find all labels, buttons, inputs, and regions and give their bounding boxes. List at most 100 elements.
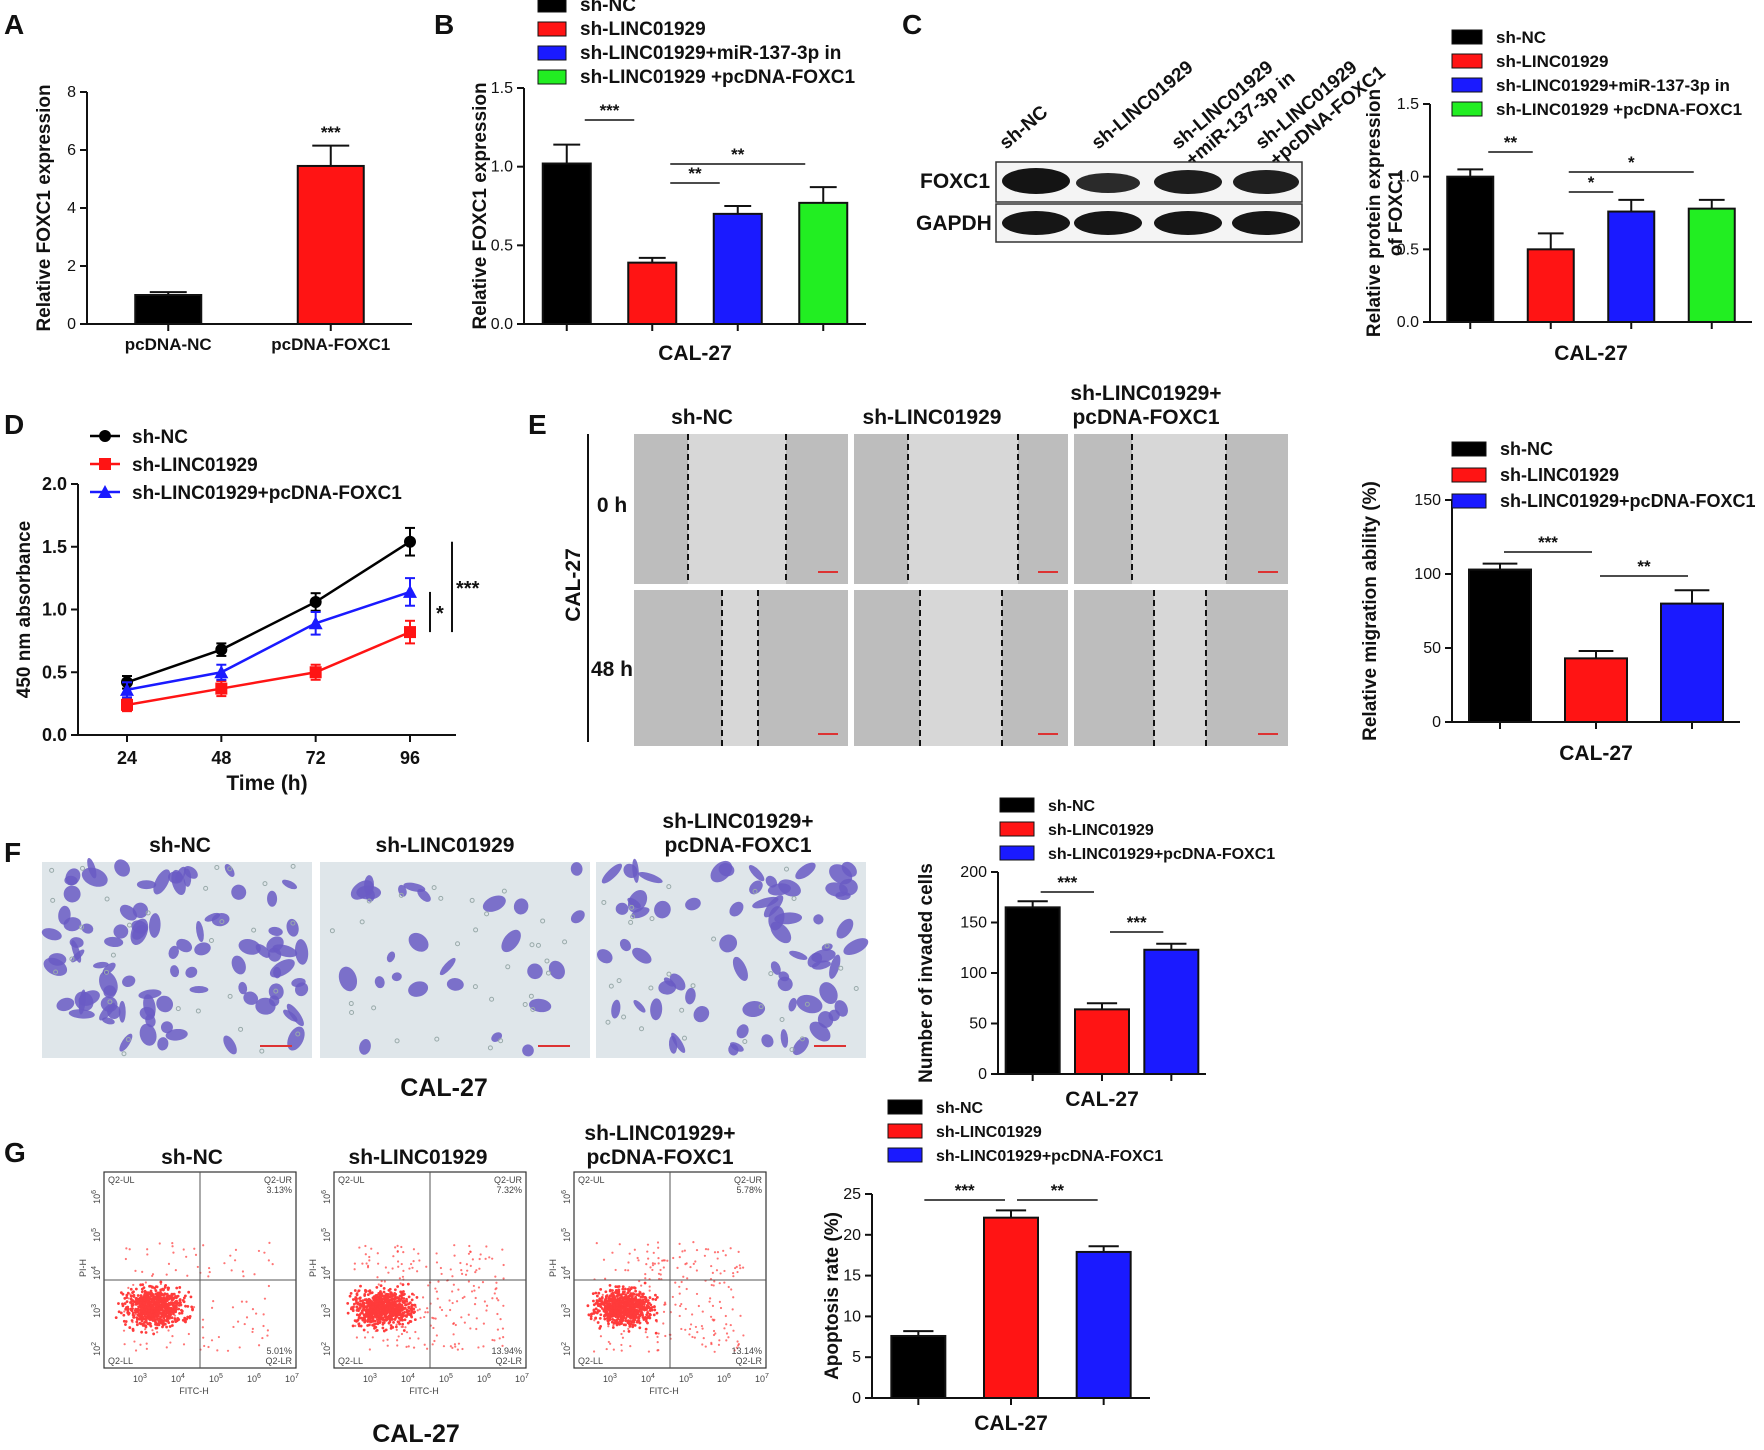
flow-event	[397, 1316, 401, 1320]
invaded-cell	[148, 913, 161, 938]
membrane-pore	[562, 939, 568, 945]
flow-event	[168, 1311, 171, 1314]
flow-event	[175, 1305, 178, 1309]
flow-event	[457, 1342, 461, 1345]
flow-event	[451, 1290, 454, 1293]
x-axis-label: Time (h)	[226, 772, 307, 795]
flow-event	[609, 1305, 613, 1309]
y-axis-label: Relative migration ability (%)	[1360, 481, 1381, 741]
flow-event	[656, 1349, 659, 1352]
flow-event	[612, 1301, 615, 1304]
flow-event	[142, 1301, 146, 1305]
flow-event	[152, 1332, 156, 1336]
flow-event	[125, 1247, 128, 1250]
flow-event	[146, 1297, 150, 1301]
flow-event	[126, 1305, 130, 1309]
legend-swatch	[999, 797, 1035, 813]
y-tick-label: 15	[843, 1268, 861, 1285]
significance-label: **	[1637, 557, 1651, 576]
panel-letter-b: B	[434, 9, 454, 40]
flow-event	[129, 1293, 132, 1296]
flow-event	[167, 1286, 170, 1290]
flow-event	[150, 1310, 153, 1314]
flow-event	[377, 1283, 380, 1286]
flow-event	[177, 1318, 181, 1321]
flow-event	[710, 1264, 713, 1268]
flow-event	[184, 1318, 188, 1321]
invaded-cell	[619, 938, 632, 952]
flow-event	[142, 1286, 146, 1290]
flow-event	[678, 1242, 681, 1245]
flow-event	[177, 1290, 181, 1294]
flow-event	[390, 1297, 393, 1300]
flow-event	[713, 1280, 716, 1283]
quadrant-label: Q2-UR	[734, 1175, 763, 1185]
flow-event	[398, 1322, 402, 1326]
flow-event	[439, 1266, 442, 1270]
flow-event	[612, 1324, 615, 1327]
flow-event	[727, 1336, 730, 1339]
invaded-cell	[729, 1042, 744, 1052]
flow-event	[701, 1310, 704, 1313]
flow-event	[460, 1269, 463, 1272]
membrane-pore	[528, 993, 534, 999]
flow-event	[267, 1284, 270, 1288]
flow-event	[610, 1311, 614, 1315]
flow-event	[662, 1310, 666, 1313]
invasion-image	[42, 862, 312, 1058]
flow-event	[622, 1330, 626, 1333]
membrane-pore	[799, 1036, 805, 1042]
flow-event	[192, 1305, 196, 1309]
invaded-cell	[778, 971, 790, 982]
flow-event	[159, 1315, 162, 1319]
flow-event	[473, 1289, 476, 1292]
invaded-cell	[204, 912, 221, 922]
invaded-cell	[650, 998, 663, 1021]
flow-event	[620, 1349, 623, 1352]
panel-letter-e: E	[528, 409, 547, 440]
invaded-cell	[139, 1006, 156, 1021]
flow-event	[467, 1252, 471, 1255]
membrane-pore	[121, 1051, 127, 1057]
flow-event	[423, 1343, 426, 1346]
flow-event	[268, 1241, 271, 1244]
invaded-cell	[175, 866, 187, 883]
membrane-pore	[69, 956, 75, 962]
flow-event	[629, 1311, 633, 1315]
membrane-pore	[431, 885, 437, 891]
invaded-cell	[99, 971, 118, 997]
flow-event	[367, 1317, 371, 1320]
membrane-pore	[290, 920, 296, 926]
flow-event	[605, 1312, 609, 1316]
invaded-cell	[157, 1037, 169, 1051]
flow-event	[739, 1314, 742, 1317]
flow-event	[586, 1304, 590, 1308]
membrane-pore	[779, 1017, 785, 1023]
flow-event	[400, 1245, 403, 1249]
flow-event	[182, 1343, 186, 1346]
x-tick-label: 107	[515, 1373, 529, 1384]
invaded-cell	[788, 997, 797, 1012]
flow-event	[134, 1269, 137, 1272]
flow-event	[713, 1251, 717, 1254]
flow-event	[730, 1288, 733, 1291]
flow-event	[159, 1288, 163, 1292]
flow-event	[440, 1272, 443, 1276]
flow-event	[383, 1318, 386, 1321]
flow-event	[399, 1313, 402, 1317]
flow-event	[190, 1305, 194, 1309]
flow-event	[170, 1310, 173, 1314]
flow-event	[399, 1318, 402, 1322]
invaded-cell	[165, 1028, 188, 1041]
flow-event	[167, 1314, 171, 1317]
flow-event	[682, 1275, 685, 1278]
flow-event	[240, 1300, 244, 1303]
flow-event	[732, 1329, 735, 1332]
flow-event	[152, 1310, 155, 1313]
flow-event	[156, 1331, 159, 1334]
invasion-col-label: pcDNA-FOXC1	[664, 834, 811, 857]
flow-event	[412, 1307, 416, 1311]
significance-label: **	[688, 164, 702, 183]
flow-event	[399, 1309, 403, 1312]
flow-event	[465, 1263, 468, 1266]
